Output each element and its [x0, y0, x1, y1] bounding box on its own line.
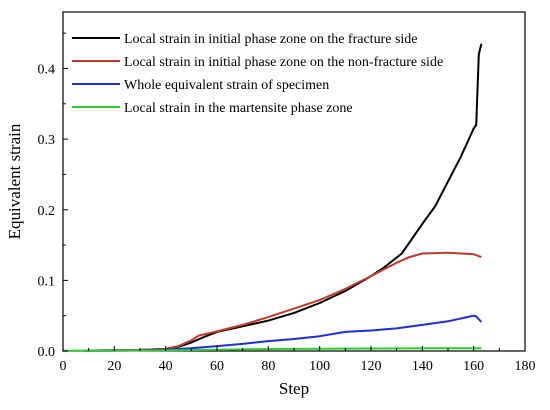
x-tick-label: 20 [107, 359, 121, 374]
legend-label-3: Whole equivalent strain of specimen [124, 78, 329, 93]
x-tick-label: 0 [60, 359, 67, 374]
x-tick-label: 60 [210, 359, 224, 374]
y-tick-label: 0.1 [38, 274, 56, 289]
x-tick-label: 140 [412, 359, 433, 374]
series-line-2 [83, 251, 482, 352]
y-tick-label: 0.4 [38, 63, 56, 78]
y-axis-title: Equivalent strain [5, 123, 24, 239]
x-tick-label: 120 [361, 359, 382, 374]
y-tick-label: 0.3 [38, 133, 56, 148]
x-axis-title: Step [279, 379, 309, 398]
y-tick-label: 0.2 [38, 204, 56, 219]
y-tick-label: 0.0 [38, 345, 56, 360]
legend-label-4: Local strain in the martensite phase zon… [124, 101, 353, 116]
x-tick-label: 180 [515, 359, 536, 374]
x-tick-label: 100 [309, 359, 330, 374]
legend: Local strain in initial phase zone on th… [72, 32, 443, 116]
x-tick-label: 160 [463, 359, 484, 374]
axes-layer: 0 20 40 60 80 100 120 140 160 180 0.0 0.1 0.2 0.3 0.4 [38, 32, 536, 374]
x-tick-label: 80 [261, 359, 275, 374]
legend-label-1: Local strain in initial phase zone on th… [124, 32, 418, 47]
x-tick-label: 40 [159, 359, 173, 374]
series-line-3 [83, 314, 483, 352]
legend-label-2: Local strain in initial phase zone on th… [124, 55, 443, 70]
